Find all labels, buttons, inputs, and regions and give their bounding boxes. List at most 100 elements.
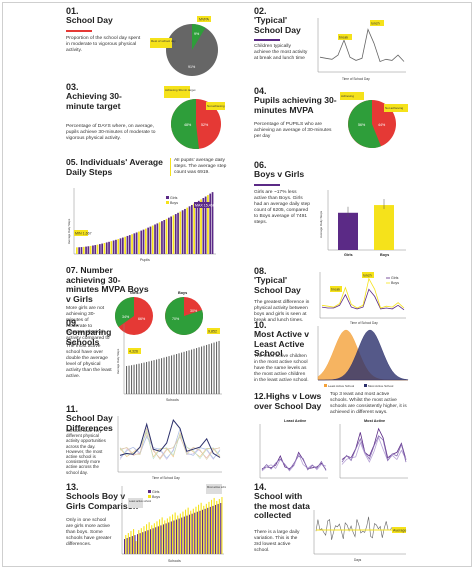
annotation: 9,852 xyxy=(208,330,217,334)
bar-boys xyxy=(164,520,166,554)
panel-text: Top 3 least and most active schools. Whi… xyxy=(330,392,407,415)
bar-girls xyxy=(155,527,157,554)
bar xyxy=(148,361,150,394)
bar-girls xyxy=(131,536,133,554)
title-underline xyxy=(254,39,280,41)
bar xyxy=(147,227,149,254)
bar-girls xyxy=(196,511,198,554)
bar-boys xyxy=(135,541,137,554)
bar-boys xyxy=(221,497,223,554)
bar-boys xyxy=(195,506,197,554)
annotation-bg xyxy=(128,348,141,354)
bar-boys xyxy=(179,513,181,554)
bar xyxy=(131,234,133,254)
annotation: break xyxy=(331,288,340,292)
x-axis-label: Time of School Day xyxy=(350,321,378,325)
bar xyxy=(198,347,200,394)
bar xyxy=(213,342,215,394)
category-label: Boys xyxy=(380,253,389,257)
panel-number: 10. xyxy=(254,320,267,330)
pie-slice-boys-ach xyxy=(165,297,204,335)
y-axis-label: Average Daily Steps xyxy=(67,218,71,244)
annotation: Most active school xyxy=(207,485,226,489)
panel-number: 04. xyxy=(254,86,267,96)
panel-text: Children typically achieve the most acti… xyxy=(254,44,308,61)
bar xyxy=(146,361,148,394)
annotation: MIN 1,667 xyxy=(75,232,92,236)
bar-girls xyxy=(186,515,188,554)
bar xyxy=(151,360,153,394)
x-axis-label: Time of School Day xyxy=(152,476,180,480)
bar-boys xyxy=(148,522,150,554)
bar xyxy=(156,359,158,394)
panel-10: 10. Most Active v Least Active School Th… xyxy=(254,320,410,390)
bar-boys xyxy=(151,525,153,554)
bar xyxy=(103,243,106,254)
y-axis-label: Average Daily Steps xyxy=(116,348,120,374)
legend-label: Not achieving xyxy=(385,106,404,110)
panel-number: 13. xyxy=(66,482,79,492)
legend-label: Boys xyxy=(152,495,160,499)
panel-text: More girls are not achieving 30-minutes … xyxy=(66,306,110,347)
panel-02: 02. 'Typical' School Day Children typica… xyxy=(254,6,410,84)
bar-girls xyxy=(191,513,193,554)
bar xyxy=(80,247,83,254)
series-line-boys xyxy=(321,277,405,309)
panel-09: 09. Comparing Schools The most active sc… xyxy=(66,318,226,404)
bar xyxy=(151,225,154,254)
bar-girls xyxy=(157,526,159,554)
panel-07: 07. Number achieving 30-minutes MVPA Boy… xyxy=(66,266,226,318)
bar xyxy=(140,230,143,254)
bar-chart: Least active school Most active school Gir… xyxy=(121,484,226,563)
bar xyxy=(188,206,191,254)
bar xyxy=(183,351,185,394)
bar-boys xyxy=(190,510,192,554)
bar-girls xyxy=(199,510,201,554)
pie-chart: 48% 52% Achieving 30-min target Not achi… xyxy=(164,86,225,150)
panel-title: 05. Individuals' Average Daily Steps xyxy=(66,158,163,177)
panel-number: 02. xyxy=(254,6,267,16)
bar xyxy=(119,238,122,254)
chart-title: Least Active xyxy=(284,419,306,423)
bar xyxy=(170,216,172,254)
panel-number: 03. xyxy=(66,82,79,92)
bar xyxy=(168,217,170,254)
bar-boys xyxy=(211,499,213,554)
bar-boys xyxy=(203,505,205,554)
x-axis-label: Time of School Day xyxy=(342,77,370,81)
pie-slice-girls-ach xyxy=(114,297,134,327)
legend-label: Rest of school day xyxy=(151,39,176,43)
line-chart: break lunch Time of School Day xyxy=(317,18,406,81)
panel-number: 01. xyxy=(66,6,79,16)
bar-boys xyxy=(166,518,168,554)
bar-girls xyxy=(163,524,165,554)
panel-title: 'Typical' School Day xyxy=(254,275,301,295)
panel-text: The greatest difference in physical acti… xyxy=(254,300,310,323)
bar-boys xyxy=(143,526,145,554)
bar xyxy=(186,351,188,394)
bar xyxy=(216,341,218,394)
bar xyxy=(94,245,97,254)
bar-boys xyxy=(192,508,194,554)
bar xyxy=(128,235,131,254)
bar-boys xyxy=(216,500,218,554)
bar-girls xyxy=(209,506,211,554)
bar xyxy=(124,236,126,254)
bar xyxy=(204,196,207,254)
series-line xyxy=(319,28,405,63)
bar-boys xyxy=(125,535,127,554)
bar-boys xyxy=(156,521,158,554)
bar xyxy=(154,224,156,254)
bar-boys xyxy=(198,504,200,554)
bar-girls xyxy=(124,539,126,554)
pie-slice-achieving xyxy=(348,100,381,148)
panel-title: Most Active v Least Active School xyxy=(254,329,310,358)
slice-label: 66% xyxy=(138,317,146,321)
legend-swatch xyxy=(166,201,169,204)
bar-girls xyxy=(207,507,209,554)
bar xyxy=(203,345,205,394)
bar-boys xyxy=(127,533,129,554)
annotation: Average xyxy=(393,529,406,533)
bar xyxy=(126,365,128,394)
